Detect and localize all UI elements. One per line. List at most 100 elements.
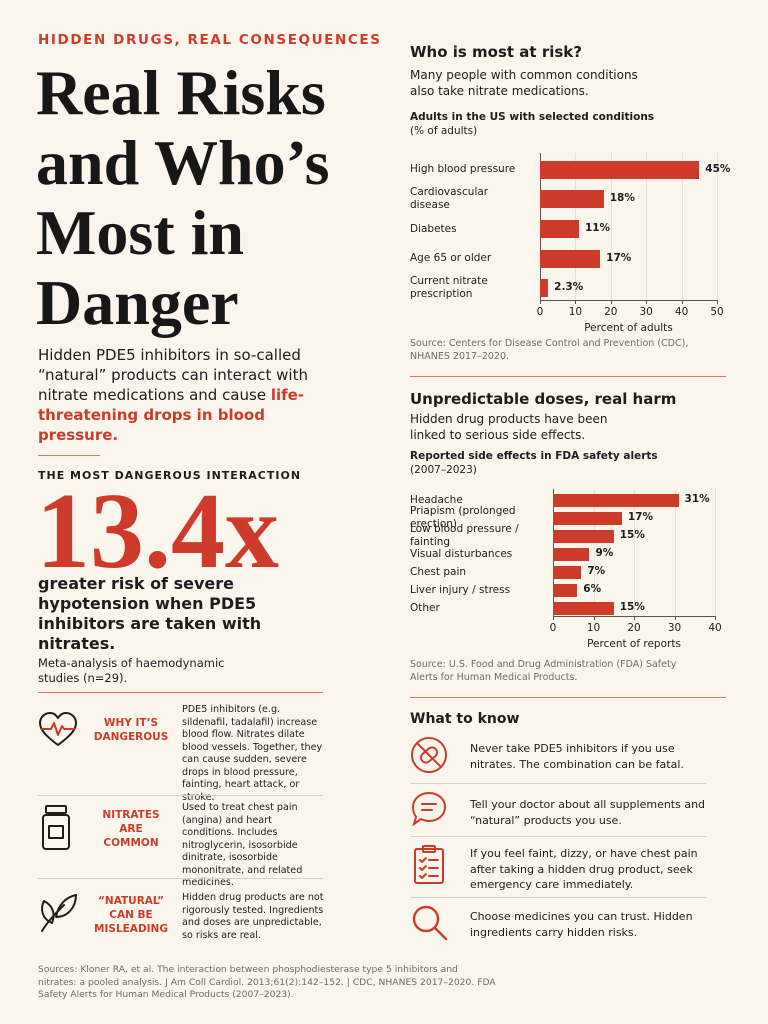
- bar: [553, 493, 679, 507]
- divider: [38, 878, 323, 879]
- x-tick-label: 40: [674, 306, 689, 318]
- x-tick-label: 20: [627, 622, 641, 634]
- category-label: Low blood pressure / fainting: [410, 523, 519, 548]
- divider: [410, 897, 706, 898]
- x-axis-label: Percent of reports: [587, 638, 681, 650]
- stat-label: THE MOST DANGEROUS INTERACTION: [38, 469, 302, 482]
- stat-note: Meta-analysis of haemodynamic studies (n…: [38, 656, 225, 685]
- tick-mark: [540, 300, 541, 304]
- fact-title: WHY IT’S DANGEROUS: [93, 717, 169, 743]
- category-label: Headache: [410, 493, 463, 506]
- axis-line: [553, 616, 716, 617]
- category-label: Cardiovascular disease: [410, 186, 489, 212]
- category-label: Age 65 or older: [410, 252, 492, 265]
- tick-mark: [553, 616, 554, 620]
- value-label: 45%: [705, 162, 731, 175]
- bar: [553, 601, 614, 615]
- tick-mark: [593, 616, 595, 620]
- grid-line: [715, 489, 716, 616]
- know-item: Never take PDE5 inhibitors if you use ni…: [470, 742, 684, 771]
- bar: [540, 279, 549, 298]
- leaf-icon: [41, 894, 77, 932]
- tick-mark: [634, 616, 635, 620]
- category-label: Priapism (prolonged erection): [410, 505, 516, 530]
- know-item: Choose medicines you can trust. Hidden i…: [470, 910, 693, 939]
- title-line: Most in: [36, 197, 244, 268]
- bar: [553, 583, 578, 597]
- tick-mark: [575, 300, 577, 304]
- stat-description: greater risk of severe hypotension when …: [38, 574, 262, 653]
- intro-text: Hidden PDE5 inhibitors in so-called “nat…: [38, 346, 308, 404]
- x-tick-label: 30: [667, 622, 682, 634]
- section-description: Many people with common conditions also …: [410, 68, 638, 98]
- divider: [410, 783, 706, 784]
- value-label: 9%: [595, 547, 614, 559]
- fact-title: NITRATES ARE COMMON: [102, 809, 160, 849]
- value-label: 15%: [619, 601, 645, 613]
- grid-line: [610, 153, 612, 300]
- category-label: Current nitrate prescription: [410, 275, 488, 301]
- value-label: 17%: [627, 511, 653, 523]
- category-label: High blood pressure: [410, 163, 516, 176]
- chart-source: Source: Centers for Disease Control and …: [410, 338, 689, 362]
- grid-line: [717, 153, 718, 300]
- x-tick-label: 40: [708, 622, 722, 634]
- title-line: Danger: [36, 267, 239, 338]
- tick-mark: [715, 616, 716, 620]
- title-line: Real Risks: [36, 57, 326, 128]
- x-tick-label: 0: [536, 306, 544, 318]
- know-item: If you feel faint, dizzy, or have chest …: [470, 847, 698, 891]
- divider: [38, 455, 100, 456]
- bar: [540, 160, 700, 179]
- grid-line: [634, 489, 635, 616]
- intro: Hidden PDE5 inhibitors in so-called “nat…: [38, 345, 313, 445]
- title-line: and Who’s: [36, 127, 330, 198]
- value-label: 6%: [583, 583, 602, 595]
- fact-title: “NATURAL” CAN BE MISLEADING: [94, 895, 168, 935]
- title: Real Risks and Who’s Most in Danger: [36, 58, 329, 338]
- grid-line: [646, 153, 648, 300]
- divider: [410, 697, 726, 698]
- chart-title: Adults in the US with selected condition…: [410, 111, 655, 123]
- bar: [553, 529, 614, 543]
- bar: [540, 220, 579, 238]
- kicker: HIDDEN DRUGS, REAL CONSEQUENCES: [38, 32, 382, 48]
- know-item: Tell your doctor about all supplements a…: [470, 798, 706, 827]
- section-heading: Who is most at risk?: [410, 43, 582, 61]
- chart-source: Source: U.S. Food and Drug Administratio…: [410, 659, 677, 683]
- value-label: 15%: [619, 529, 645, 541]
- value-label: 18%: [609, 192, 635, 205]
- chart-title: Reported side effects in FDA safety aler…: [410, 450, 658, 462]
- grid-line: [674, 489, 676, 616]
- x-axis-label: Percent of adults: [584, 322, 673, 334]
- sources: Sources: Kloner RA, et al. The interacti…: [38, 964, 496, 1000]
- tick-mark: [681, 300, 683, 304]
- divider: [38, 795, 323, 796]
- x-tick-label: 50: [710, 306, 724, 318]
- intro-highlight: life-threatening drops in blood pressure…: [38, 386, 305, 444]
- grid-line: [593, 489, 595, 616]
- x-tick-label: 10: [568, 306, 583, 318]
- value-label: 31%: [684, 493, 710, 505]
- value-label: 11%: [584, 222, 611, 234]
- bottle-icon: [42, 805, 70, 850]
- tick-mark: [674, 616, 676, 620]
- category-label: Visual disturbances: [410, 547, 513, 560]
- bar: [553, 511, 622, 525]
- x-tick-label: 20: [604, 306, 618, 318]
- category-label: Chest pain: [410, 565, 467, 578]
- category-label: Other: [410, 601, 440, 614]
- category-label: Diabetes: [410, 222, 457, 235]
- bar: [553, 547, 590, 561]
- tick-mark: [717, 300, 718, 304]
- know-title: What to know: [410, 711, 520, 727]
- fact-text: PDE5 inhibitors (e.g. sildenafil, tadala…: [182, 704, 323, 803]
- grid-line: [681, 153, 683, 300]
- search-icon: [412, 905, 448, 941]
- stat-value: 13.4x: [36, 472, 279, 591]
- category-label: Liver injury / stress: [410, 583, 511, 596]
- chat-icon: [411, 791, 447, 827]
- section-heading: Unpredictable doses, real harm: [410, 390, 677, 408]
- chart-subtitle: (2007–2023): [410, 464, 477, 476]
